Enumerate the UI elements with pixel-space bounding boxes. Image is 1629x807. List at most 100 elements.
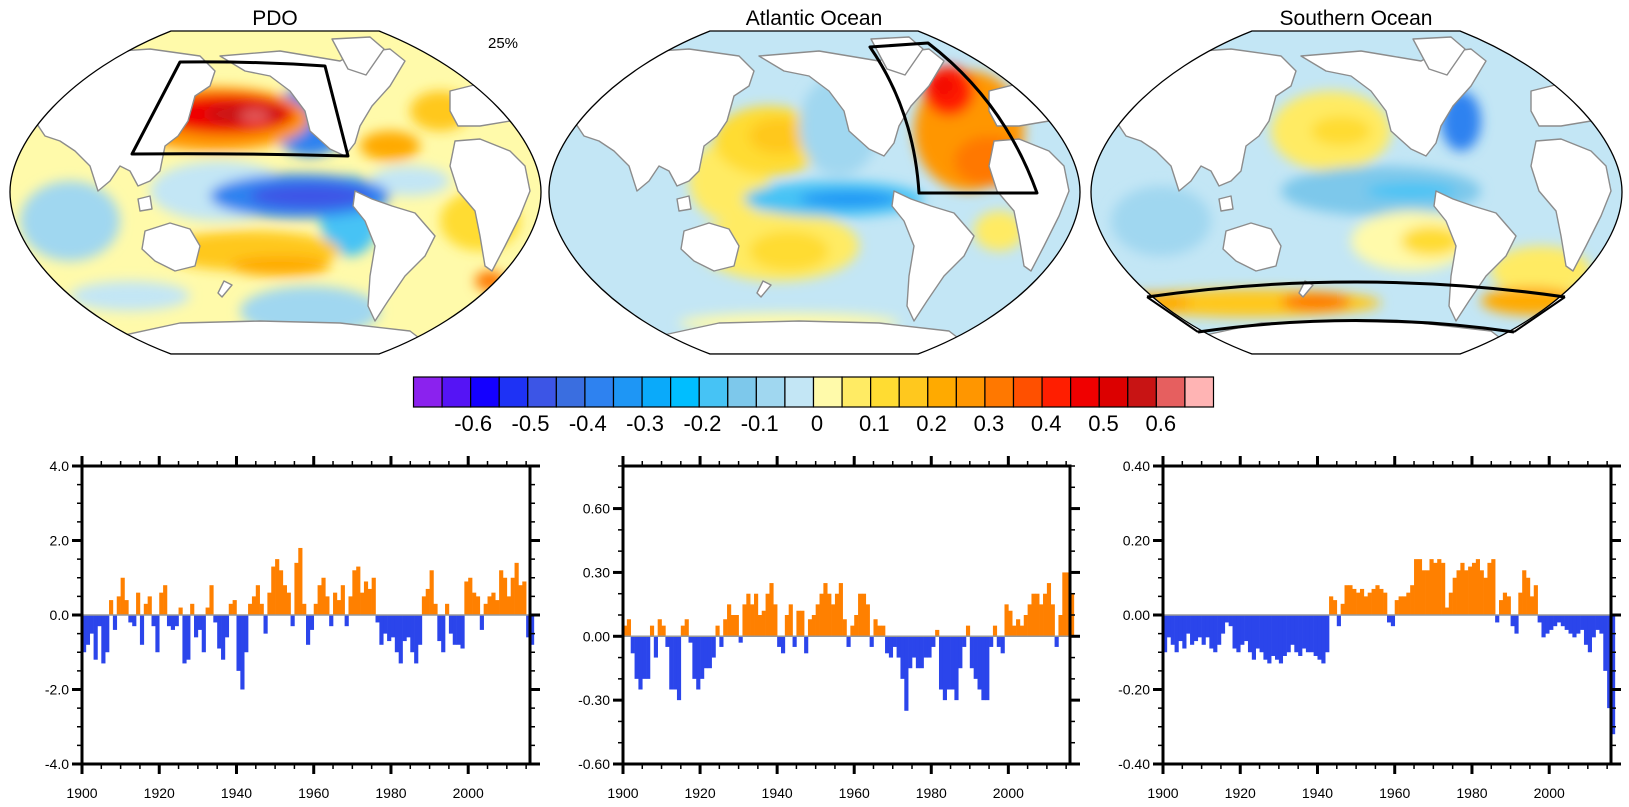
colorbar-swatch	[584, 376, 615, 408]
bar-negative	[996, 636, 1001, 647]
bar-negative	[213, 615, 218, 623]
bar-negative	[711, 636, 716, 658]
bar-negative	[85, 615, 91, 645]
bar-positive	[514, 562, 519, 615]
x-tick-label: 1920	[144, 785, 175, 801]
bar-negative	[777, 636, 782, 647]
bar-negative	[1560, 615, 1565, 627]
bar-positive	[1483, 577, 1488, 615]
bar-positive	[838, 583, 843, 637]
x-tick-label: 1980	[1456, 785, 1487, 801]
x-tick-label: 1940	[1302, 785, 1333, 801]
colorbar-swatch	[870, 376, 900, 408]
bar-negative	[738, 636, 743, 643]
continent-south-america	[1433, 190, 1517, 322]
timeseries-atlantic: -0.60 -0.30 0.00 0.30 0.60 1900 1920 1940 1960 19…	[578, 456, 1080, 801]
bar-positive	[992, 625, 998, 637]
bar-negative	[938, 636, 944, 690]
bar-positive	[472, 592, 477, 615]
bar-negative	[703, 636, 709, 669]
bar-positive	[425, 588, 430, 615]
bar-negative	[958, 636, 963, 669]
bar-negative	[1568, 615, 1573, 634]
bar-negative	[155, 615, 160, 653]
bar-negative	[390, 615, 396, 638]
bar-positive	[163, 585, 168, 615]
x-tick-label: 1920	[684, 785, 715, 801]
x-tick-label: 1960	[1379, 785, 1410, 801]
bar-negative	[1587, 615, 1592, 653]
bar-positive	[1429, 559, 1434, 615]
bar-positive	[294, 562, 299, 615]
bar-negative	[1294, 615, 1299, 653]
bar-negative	[197, 615, 203, 630]
bar-negative	[981, 636, 986, 701]
y-tick-label: 0.30	[583, 564, 610, 580]
bar-negative	[1278, 615, 1284, 664]
bar-positive	[754, 593, 759, 637]
bar-negative	[1217, 615, 1222, 645]
bar-positive	[468, 577, 473, 615]
anomaly-region	[749, 118, 809, 154]
bar-negative	[448, 615, 454, 634]
x-tick-label: 2000	[1534, 785, 1565, 801]
bar-negative	[969, 636, 974, 669]
y-tick-label: -0.60	[578, 756, 610, 772]
bar-negative	[1197, 615, 1202, 638]
bar-negative	[900, 636, 905, 679]
colorbar-swatch	[955, 376, 986, 408]
bar-positive	[734, 615, 739, 637]
map-atlantic-ocean	[548, 30, 1081, 355]
region-box-side	[1513, 296, 1566, 333]
bar-positive	[935, 629, 940, 637]
continent-borneo	[137, 195, 153, 212]
colorbar-swatch	[1127, 376, 1157, 408]
bar-positive	[1050, 604, 1055, 637]
continent-new-zealand	[217, 280, 233, 298]
map-title-pdo: PDO	[252, 7, 298, 30]
bar-negative	[236, 615, 241, 671]
bar-negative	[1298, 615, 1303, 656]
bar-positive	[742, 604, 747, 637]
bar-negative	[1607, 615, 1612, 709]
bar-positive	[147, 596, 152, 615]
bar-positive	[1425, 570, 1430, 615]
y-tick-label: 0.0	[50, 607, 70, 623]
colorbar-swatch	[1184, 376, 1215, 408]
bar-positive	[259, 603, 264, 615]
bar-positive	[723, 619, 728, 637]
bar-negative	[915, 636, 921, 669]
bar-negative	[1495, 615, 1500, 623]
colorbar-label: 0	[811, 411, 823, 436]
bar-negative	[1553, 615, 1558, 627]
bar-positive	[321, 577, 326, 615]
bar-positive	[1533, 585, 1538, 615]
bar-positive	[1529, 596, 1535, 615]
x-tick-label: 1920	[1225, 785, 1256, 801]
colorbar: -0.6 -0.5 -0.4 -0.3 -0.2 -0.1 0 0.1 0.2 0.3 0.4 0.5…	[412, 376, 1215, 436]
bar-negative	[1564, 615, 1569, 630]
bar-negative	[1236, 615, 1241, 653]
bar-positive	[251, 596, 257, 615]
bar-positive	[1526, 577, 1531, 615]
bars	[82, 547, 535, 690]
colorbar-swatch	[470, 376, 500, 408]
bar-positive	[1444, 607, 1450, 615]
y-tick-label: -4.0	[45, 756, 69, 772]
bar-negative	[383, 615, 388, 634]
continent-antarctica	[648, 320, 980, 354]
bar-positive	[464, 581, 469, 615]
bar-positive	[143, 603, 148, 615]
bar-negative	[240, 615, 245, 690]
bar-negative	[139, 615, 145, 645]
bar-positive	[109, 600, 114, 615]
bar-positive	[769, 583, 774, 637]
bar-positive	[1332, 600, 1338, 615]
bar-negative	[985, 636, 990, 701]
y-tick-label: 0.40	[1123, 458, 1150, 474]
colorbar-swatch	[1041, 376, 1072, 408]
x-tick-label: 1940	[762, 785, 793, 801]
bar-negative	[329, 615, 334, 627]
colorbar-swatch	[1012, 376, 1043, 408]
bar-negative	[132, 615, 137, 627]
